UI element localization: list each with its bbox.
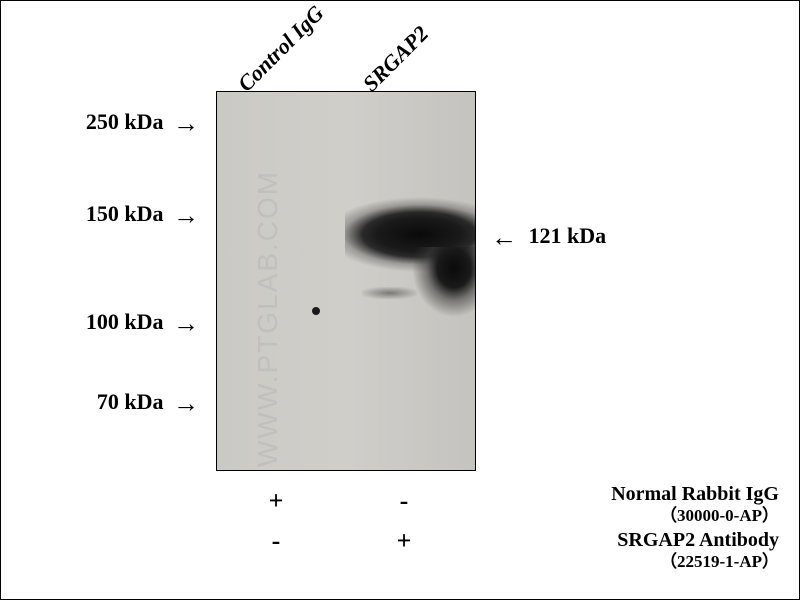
antibody-label-control: Normal Rabbit IgG （30000-0-AP） bbox=[611, 483, 779, 526]
mw-marker-150: 150 kDa → bbox=[86, 201, 199, 231]
mw-label-text: 150 kDa bbox=[86, 201, 164, 226]
lane1-label: Control IgG bbox=[233, 0, 330, 97]
arrow-right-icon: → bbox=[173, 109, 199, 139]
figure-container: Control IgG SRGAP2 250 kDa → 150 kDa → 1… bbox=[1, 1, 799, 599]
arrow-right-icon: → bbox=[173, 201, 199, 231]
pm-row1-lane2: - bbox=[389, 486, 419, 516]
mw-label-text: 70 kDa bbox=[97, 389, 164, 414]
pm-row2-lane2: + bbox=[389, 526, 419, 556]
band-annotation-121: ← 121 kDa bbox=[491, 223, 606, 253]
mw-label-text: 250 kDa bbox=[86, 109, 164, 134]
arrow-right-icon: → bbox=[173, 309, 199, 339]
band-smear bbox=[412, 247, 476, 317]
antibody-label-srgap2: SRGAP2 Antibody （22519-1-AP） bbox=[617, 529, 779, 572]
minor-band bbox=[362, 287, 417, 299]
artifact-dot bbox=[312, 307, 320, 315]
mw-label-text: 100 kDa bbox=[86, 309, 164, 334]
band-label-text: 121 kDa bbox=[529, 223, 607, 248]
antibody-catalog-text: （22519-1-AP） bbox=[617, 552, 779, 572]
watermark-text: WWW.PTGLAB.COM bbox=[252, 170, 284, 467]
antibody-name-text: SRGAP2 Antibody bbox=[617, 529, 779, 552]
mw-marker-250: 250 kDa → bbox=[86, 109, 199, 139]
pm-row2-lane1: - bbox=[261, 526, 291, 556]
lane2-label: SRGAP2 bbox=[358, 21, 434, 97]
antibody-catalog-text: （30000-0-AP） bbox=[611, 506, 779, 526]
antibody-name-text: Normal Rabbit IgG bbox=[611, 483, 779, 506]
arrow-left-icon: ← bbox=[491, 223, 517, 253]
arrow-right-icon: → bbox=[173, 389, 199, 419]
western-blot-image: WWW.PTGLAB.COM bbox=[216, 91, 476, 471]
mw-marker-70: 70 kDa → bbox=[97, 389, 199, 419]
pm-row1-lane1: + bbox=[261, 486, 291, 516]
mw-marker-100: 100 kDa → bbox=[86, 309, 199, 339]
